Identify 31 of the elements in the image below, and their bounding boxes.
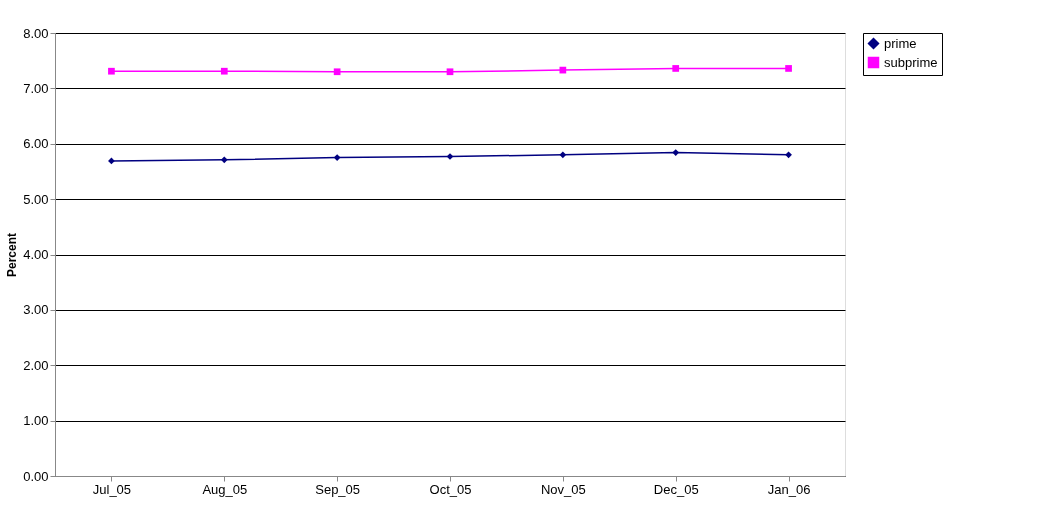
- point: [672, 149, 680, 156]
- legend-label: subprime: [884, 54, 938, 70]
- y-tick-label: 2.00: [23, 357, 49, 373]
- y-axis-title: Percent: [5, 232, 20, 278]
- point: [220, 156, 228, 164]
- point: [333, 68, 341, 76]
- legend-label: prime: [884, 35, 917, 51]
- y-tick-label: 0.00: [23, 468, 49, 484]
- y-tick-label: 7.00: [23, 80, 49, 96]
- point: [672, 65, 680, 72]
- point: [446, 68, 454, 76]
- point: [785, 65, 792, 72]
- point: [559, 151, 567, 159]
- y-tick-label: 1.00: [23, 413, 49, 429]
- y-tick-label: 6.00: [23, 136, 49, 152]
- x-tick-label: Sep_05: [315, 481, 361, 497]
- y-tick-label: 8.00: [23, 25, 49, 41]
- x-tick-label: Aug_05: [202, 481, 248, 497]
- y-tick-label: 4.00: [23, 247, 49, 262]
- x-tick-label: Jul_05: [92, 481, 132, 497]
- point: [785, 151, 792, 159]
- point: [108, 157, 115, 165]
- x-tick-label: Nov_05: [540, 481, 586, 497]
- point: [333, 154, 341, 161]
- y-tick-label: 3.00: [23, 302, 49, 318]
- x-tick-label: Dec_05: [653, 481, 699, 497]
- y-tick-label: 5.00: [23, 191, 49, 207]
- point: [220, 67, 228, 75]
- x-tick-label: Oct_05: [429, 481, 472, 497]
- x-tick-label: Jan_06: [767, 481, 811, 497]
- point: [108, 67, 115, 75]
